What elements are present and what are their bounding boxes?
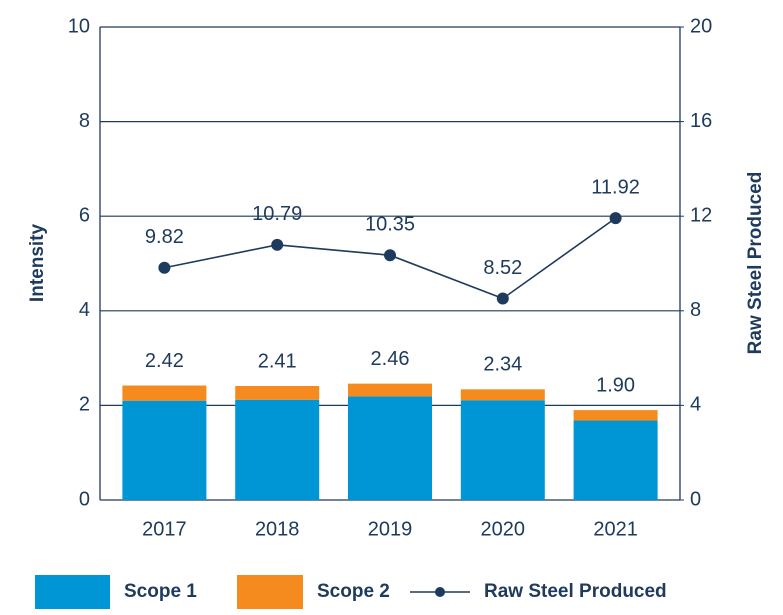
x-tick-label: 2017 — [142, 518, 187, 540]
total-label: 2.46 — [371, 348, 410, 370]
y-tick-label: 4 — [79, 299, 90, 321]
y-tick-label: 10 — [68, 15, 90, 37]
bar-segment — [235, 386, 320, 400]
legend-marker — [435, 587, 445, 597]
y2-tick-label: 16 — [690, 110, 712, 132]
y2-tick-label: 12 — [690, 204, 712, 226]
line-point — [384, 249, 396, 262]
y-tick-label: 2 — [79, 394, 90, 416]
y2-axis-title: Raw Steel Produced — [745, 172, 766, 355]
bar-segment — [122, 400, 207, 500]
legend-label: Raw Steel Produced — [484, 581, 667, 602]
y2-tick-label: 0 — [690, 488, 701, 510]
total-label: 2.34 — [483, 354, 522, 376]
line-point — [609, 212, 622, 225]
x-tick-label: 2020 — [481, 518, 526, 540]
bar-segment — [460, 389, 545, 401]
y-tick-label: 8 — [79, 110, 90, 132]
bar-segment — [573, 410, 658, 421]
bar-segment — [235, 399, 320, 500]
legend-swatch — [35, 575, 110, 609]
line-point — [496, 292, 509, 305]
y2-tick-label: 4 — [690, 394, 701, 416]
x-tick-label: 2021 — [593, 518, 638, 540]
y-tick-label: 0 — [79, 488, 90, 510]
total-label: 2.41 — [258, 350, 297, 372]
line-point — [271, 238, 284, 251]
y2-tick-label: 8 — [690, 299, 701, 321]
total-label: 1.90 — [596, 374, 635, 396]
line-value-label: 10.35 — [365, 214, 415, 236]
y-tick-label: 6 — [79, 204, 90, 226]
bar-segment — [122, 385, 207, 401]
x-tick-label: 2019 — [368, 518, 413, 540]
bar-segment — [460, 400, 545, 500]
y-axis-title: Intensity — [27, 224, 48, 303]
line-value-label: 10.79 — [252, 203, 302, 225]
line-value-label: 11.92 — [591, 176, 640, 198]
bar-segment — [348, 383, 432, 397]
y2-tick-label: 20 — [690, 15, 712, 37]
legend-swatch — [237, 575, 303, 609]
legend-label: Scope 1 — [124, 581, 197, 602]
bar-segment — [348, 396, 432, 500]
bar-segment — [573, 420, 658, 500]
line-value-label: 8.52 — [483, 257, 522, 279]
total-label: 2.42 — [145, 350, 184, 372]
legend-label: Scope 2 — [317, 581, 390, 602]
line-value-label: 9.82 — [145, 226, 184, 248]
x-tick-label: 2018 — [255, 518, 300, 540]
line-point — [158, 261, 171, 274]
